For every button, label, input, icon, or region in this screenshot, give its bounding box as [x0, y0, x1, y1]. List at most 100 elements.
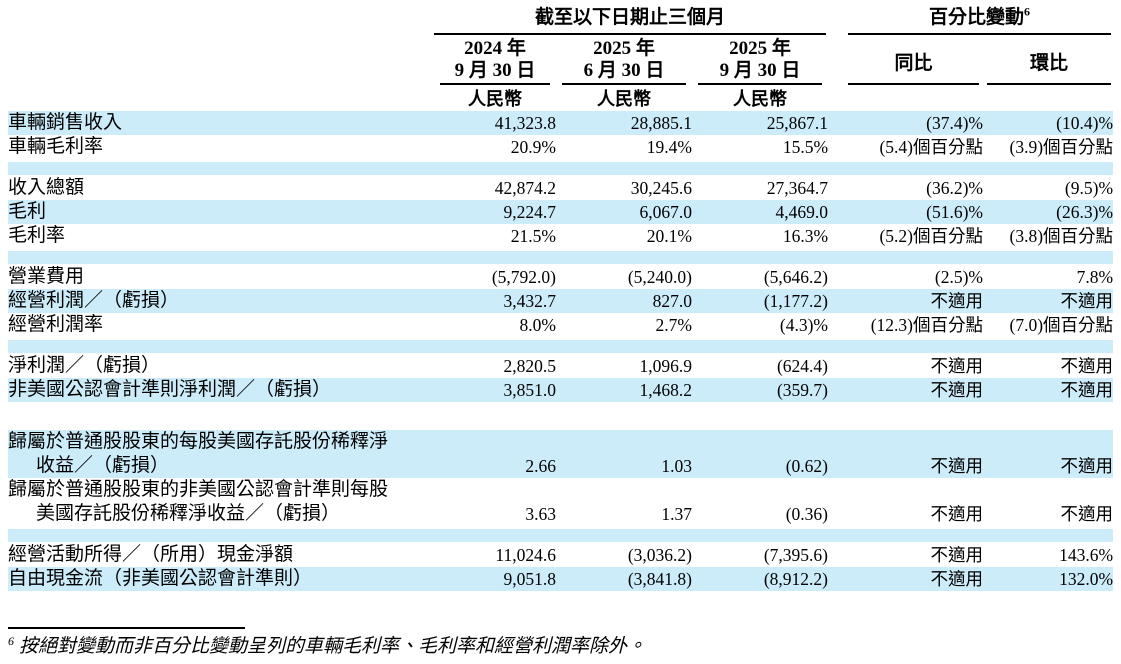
cell-value: (8,912.2): [692, 567, 829, 591]
column-header-spacer: [8, 35, 434, 85]
currency-label: [828, 85, 983, 111]
group-header-spacer: [8, 6, 434, 35]
cell-value: 1.03: [556, 430, 692, 478]
cell-value: 8.0%: [519, 315, 556, 335]
cell-value: 28,885.1: [556, 111, 692, 135]
cell-value: (9.5)%: [1064, 178, 1114, 198]
cell-value: 2,820.5: [503, 356, 557, 376]
row-label: 非美國公認會計準則淨利潤／（虧損）: [8, 378, 434, 402]
spacer-cell: [8, 526, 1114, 543]
cell-value: 2.7%: [655, 315, 692, 335]
cell-value: (5.4)個百分點: [879, 137, 984, 157]
row-label: 經營活動所得／（所用）現金淨額: [8, 544, 294, 565]
cell-value: 1,096.9: [639, 356, 693, 376]
cell-value: 1,468.2: [556, 378, 692, 402]
currency-row: 人民幣 人民幣 人民幣: [8, 85, 1113, 111]
cell-value: 7.8%: [1076, 267, 1114, 287]
cell-value: 20.9%: [510, 137, 556, 157]
row-label: 淨利潤／（虧損）: [8, 355, 161, 376]
group-header-row: 截至以下日期止三個月 百分比變動6: [8, 6, 1113, 35]
cell-value: 19.4%: [646, 137, 692, 157]
group-header-period: 截至以下日期止三個月: [434, 6, 828, 35]
cell-value: (5,240.0): [627, 267, 692, 287]
spacer-row: [8, 337, 1114, 354]
row-label: 歸屬於普通股股東的非美國公認會計準則每股 美國存託股份稀釋淨收益／（虧損）: [8, 479, 389, 524]
cell-value: (5,646.2): [763, 267, 829, 287]
spacer-row: [8, 159, 1114, 176]
spacer-stripe: [8, 529, 1114, 542]
cell-value: 27,364.7: [766, 178, 829, 198]
cell-value: 不適用: [828, 289, 984, 313]
cell-value: 不適用: [930, 504, 984, 524]
spacer-row: [8, 402, 1113, 430]
cell-value: (12.3)個百分點: [870, 315, 984, 335]
cell-value: 11,024.6: [495, 545, 556, 565]
currency-label: 人民幣: [468, 89, 522, 109]
cell-value: 3,432.7: [434, 289, 556, 313]
table-row: 非美國公認會計準則淨利潤／（虧損） 3,851.0 1,468.2 (359.7) 不適…: [8, 378, 1114, 402]
cell-value: 不適用: [828, 430, 984, 478]
spacer-cell: [8, 159, 1114, 176]
cell-value: (26.3)%: [983, 200, 1114, 224]
cell-value: 21.5%: [510, 226, 556, 246]
cell-value: 30,245.6: [630, 178, 692, 198]
row-label: 營業費用: [8, 266, 85, 287]
cell-value: (5,792.0): [491, 267, 556, 287]
cell-value: 不適用: [828, 567, 984, 591]
currency-spacer: [8, 85, 434, 111]
row-label: 車輛毛利率: [8, 136, 104, 157]
cell-value: 不適用: [983, 430, 1114, 478]
cell-value: 132.0%: [983, 567, 1114, 591]
footnote-marker: 6: [8, 633, 14, 648]
cell-value: 20.1%: [646, 226, 692, 246]
cell-value: 1.37: [661, 504, 692, 524]
spacer-cell: [8, 248, 1114, 265]
cell-value: 827.0: [556, 289, 692, 313]
cell-value: 9,224.7: [434, 200, 556, 224]
cell-value: 不適用: [930, 356, 984, 376]
cell-value: (4.3)%: [779, 315, 829, 335]
group-header-change: 百分比變動6: [828, 6, 1113, 35]
currency-label: 人民幣: [733, 89, 787, 109]
spacer-cell: [8, 337, 1114, 354]
table-row: 自由現金流（非美國公認會計準則） 9,051.8 (3,841.8) (8,912.2…: [8, 567, 1114, 591]
table-row: 車輛毛利率 20.9% 19.4% 15.5% (5.4)個百分點 (3.9)個百分點: [8, 135, 1113, 159]
column-header-metric: 同比: [828, 35, 983, 85]
cell-value: 42,874.2: [494, 178, 556, 198]
cell-value: (5.2)個百分點: [879, 226, 984, 246]
spacer-stripe: [8, 251, 1114, 264]
cell-value: 4,469.0: [692, 200, 829, 224]
table-row: 毛利率 21.5% 20.1% 16.3% (5.2)個百分點 (3.8)個百分點: [8, 224, 1113, 248]
cell-value: (1,177.2): [692, 289, 829, 313]
cell-value: (359.7): [692, 378, 829, 402]
row-label: 自由現金流（非美國公認會計準則）: [8, 567, 434, 591]
spacer-stripe: [8, 162, 1114, 175]
currency-label: [983, 85, 1113, 111]
row-label: 毛利率: [8, 225, 66, 246]
cell-value: (51.6)%: [828, 200, 984, 224]
row-label: 經營利潤率: [8, 314, 104, 335]
footnote-divider: [8, 627, 245, 629]
row-label: 歸屬於普通股股東的每股美國存託股份稀釋淨 收益／（虧損）: [8, 430, 434, 478]
cell-value: (3.8)個百分點: [1009, 226, 1114, 246]
column-header-metric: 環比: [983, 35, 1113, 85]
group-header-change-label: 百分比變動: [929, 7, 1025, 28]
row-label: 毛利: [8, 200, 434, 224]
table-row: 經營利潤／（虧損） 3,432.7 827.0 (1,177.2) 不適用 不適用: [8, 289, 1114, 313]
cell-value: 16.3%: [782, 226, 829, 246]
table-row: 營業費用 (5,792.0) (5,240.0) (5,646.2) (2.5)% 7.8…: [8, 265, 1113, 289]
cell-value: (0.36): [785, 504, 829, 524]
table-row: 歸屬於普通股股東的每股美國存託股份稀釋淨 收益／（虧損） 2.66 1.03 (0.62…: [8, 430, 1114, 478]
cell-value: 不適用: [1060, 504, 1114, 524]
cell-value: (7.0)個百分點: [1009, 315, 1114, 335]
cell-value: (3.9)個百分點: [1009, 137, 1114, 157]
cell-value: 25,867.1: [692, 111, 829, 135]
cell-value: 143.6%: [1059, 545, 1114, 565]
cell-value: 9,051.8: [434, 567, 556, 591]
cell-value: 不適用: [1060, 356, 1114, 376]
cell-value: 不適用: [983, 378, 1114, 402]
